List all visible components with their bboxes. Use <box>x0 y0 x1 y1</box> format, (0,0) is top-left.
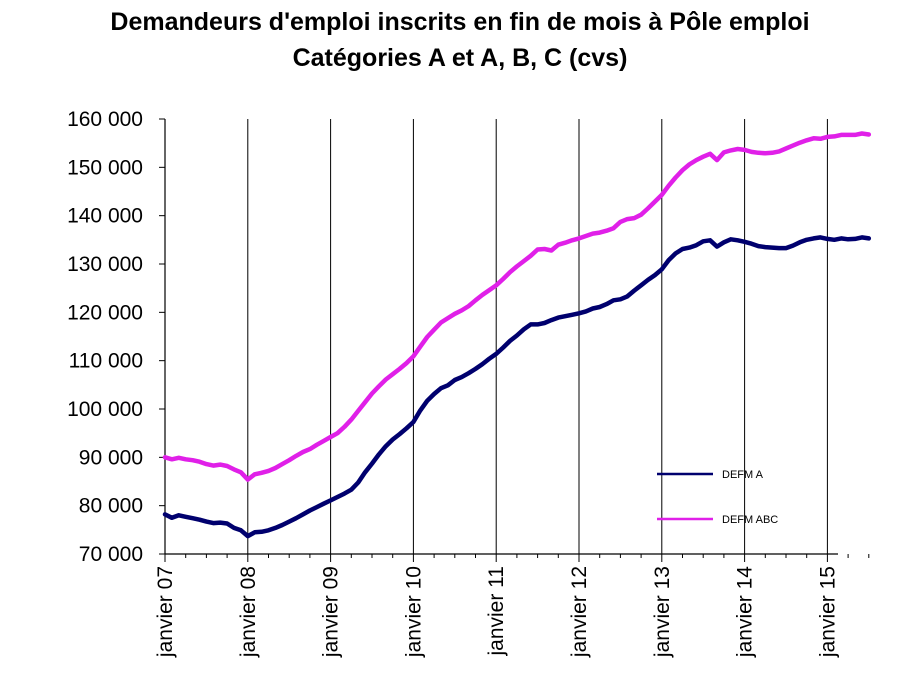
y-tick-label: 110 000 <box>69 350 143 373</box>
y-tick-label: 70 000 <box>79 543 143 566</box>
x-tick-label: janvier 12 <box>568 566 591 658</box>
axes <box>164 119 838 555</box>
x-tick-label: janvier 09 <box>320 566 343 658</box>
series-line-defm-a <box>162 235 872 539</box>
legend-label: DEFM A <box>722 469 764 481</box>
y-tick-label: 80 000 <box>79 495 143 518</box>
y-axis-ticks: 70 000 80 000 90 000 100 000 110 000 120 000 1… <box>67 108 165 566</box>
chart-subtitle: Catégories A et A, B, C (cvs) <box>292 44 628 72</box>
x-tick-label: janvier 14 <box>734 566 757 658</box>
y-tick-label: 120 000 <box>67 301 143 324</box>
grid-lines <box>247 119 828 554</box>
y-tick-label: 130 000 <box>67 253 143 276</box>
series-lines <box>162 131 872 539</box>
y-tick-label: 150 000 <box>67 156 143 179</box>
x-axis-ticks: janvier 07 janvier 08 janvier 09 janvier 10… <box>154 554 870 658</box>
x-tick-label: janvier 07 <box>154 566 177 658</box>
series-line-defm-abc <box>162 131 872 482</box>
chart-title: Demandeurs d'emploi inscrits en fin de m… <box>110 8 810 36</box>
y-tick-label: 160 000 <box>67 108 143 131</box>
y-tick-label: 90 000 <box>79 446 143 469</box>
x-tick-label: janvier 15 <box>816 566 839 658</box>
y-tick-label: 140 000 <box>67 205 143 228</box>
legend-label: DEFM ABC <box>722 514 778 526</box>
x-tick-label: janvier 11 <box>485 566 508 657</box>
x-tick-label: janvier 08 <box>237 566 260 658</box>
x-tick-label: janvier 10 <box>402 566 425 658</box>
x-tick-label: janvier 13 <box>651 566 674 658</box>
legend: DEFM A DEFM ABC <box>657 469 778 526</box>
y-tick-label: 100 000 <box>67 398 143 421</box>
